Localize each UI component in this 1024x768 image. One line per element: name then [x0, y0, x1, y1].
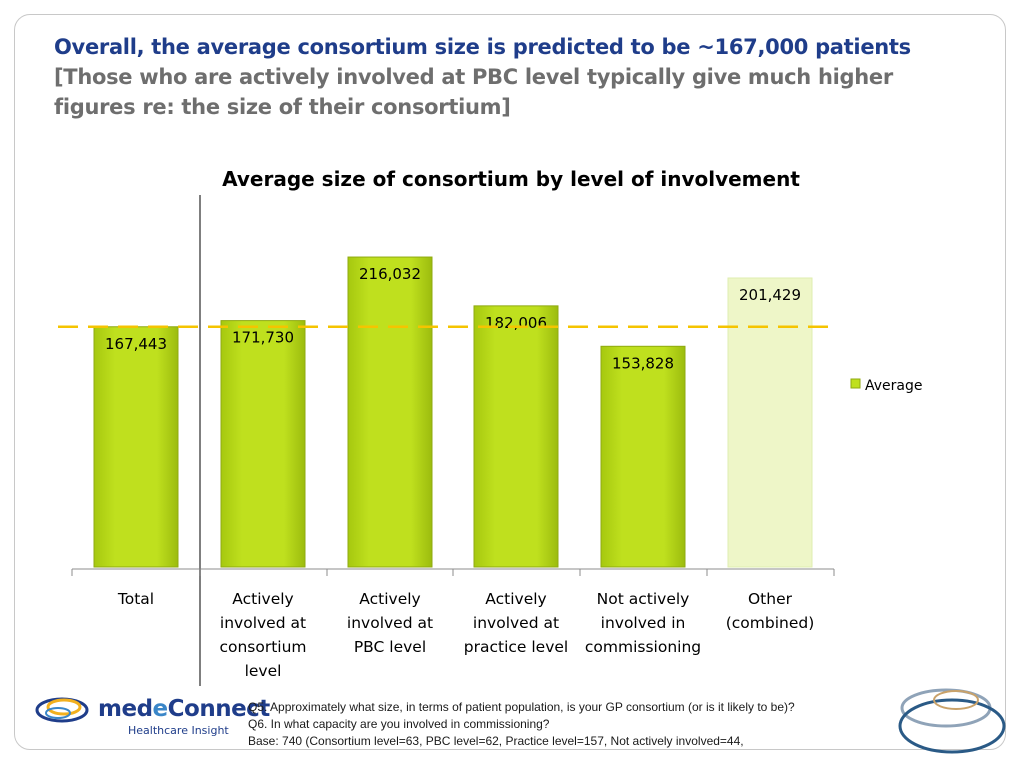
ticks-layer [71, 569, 835, 576]
bar-0 [93, 326, 179, 568]
logo-tagline: Healthcare Insight [128, 724, 229, 737]
bar-value-label: 216,032 [359, 265, 421, 283]
category-label: Actively involved at practice level [464, 590, 568, 656]
footnote-base: Base: 740 (Consortium level=63, PBC leve… [248, 734, 744, 748]
bar-value-label: 182,006 [485, 314, 547, 332]
category-label: Actively involved at PBC level [347, 590, 433, 656]
slide-subtitle: [Those who are actively involved at PBC … [54, 65, 893, 119]
slide-title: Overall, the average consortium size is … [54, 35, 911, 59]
bar-value-label: 201,429 [739, 286, 801, 304]
legend-label: Average [865, 378, 923, 394]
logo-swirl-icon [35, 697, 89, 723]
footnote: Q5. Approximately what size, in terms of… [248, 699, 868, 759]
bars-layer [93, 256, 813, 568]
category-label: Total [117, 590, 154, 608]
bar-5 [727, 277, 813, 568]
labels-layer: 167,443 171,730 216,032 182,006 153,828 201,4… [105, 265, 801, 372]
bar-3 [473, 305, 559, 568]
footnote-q5: Q5. Approximately what size, in terms of… [248, 700, 795, 714]
categories-layer: Total Actively involved at consortium level A… [117, 590, 814, 680]
medeconnect-logo: medeConnect Healthcare Insight [34, 690, 270, 750]
bar-4 [600, 345, 686, 568]
category-label: Actively involved at consortium level [219, 590, 306, 680]
bar-1 [220, 320, 306, 568]
chart-title: Average size of consortium by level of i… [222, 167, 800, 191]
bar-value-label: 167,443 [105, 335, 167, 353]
bar-2 [347, 256, 433, 568]
category-label: Not actively involved in commissioning [585, 590, 701, 656]
footnote-q6: Q6. In what capacity are you involved in… [248, 717, 550, 731]
bar-value-label: 153,828 [612, 354, 674, 372]
decorative-rings-icon [898, 688, 1006, 754]
logo-name: medeConnect [98, 696, 270, 722]
bar-value-label: 171,730 [232, 329, 294, 347]
legend-swatch [850, 378, 861, 389]
category-label: Other (combined) [726, 590, 815, 632]
slide-headline: Overall, the average consortium size is … [54, 32, 954, 122]
legend: Average [850, 378, 923, 394]
